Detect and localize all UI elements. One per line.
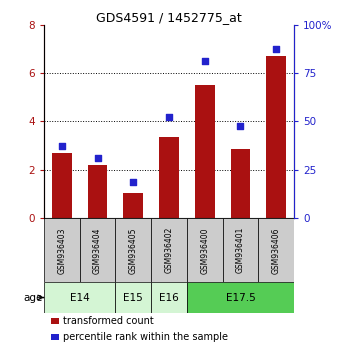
Bar (187, 218, 223, 282)
Bar (151, 282, 187, 313)
Bar (44, 218, 80, 282)
Point (273, 46, 279, 52)
Text: GSM936406: GSM936406 (272, 227, 281, 274)
Bar (51, 333, 59, 340)
Text: E15: E15 (123, 292, 143, 303)
Text: transformed count: transformed count (63, 316, 153, 326)
Bar (115, 282, 151, 313)
Text: GSM936400: GSM936400 (200, 227, 209, 274)
Text: GSM936403: GSM936403 (57, 227, 66, 274)
Text: GSM936402: GSM936402 (165, 227, 173, 274)
Bar (266, 56, 286, 218)
Bar (195, 85, 215, 218)
Point (166, 114, 172, 119)
Point (202, 58, 208, 64)
Bar (151, 218, 187, 282)
Text: E16: E16 (159, 292, 179, 303)
Text: percentile rank within the sample: percentile rank within the sample (63, 332, 228, 342)
Point (59, 143, 65, 148)
Bar (258, 218, 294, 282)
Text: GSM936405: GSM936405 (129, 227, 138, 274)
Bar (52, 153, 72, 218)
Text: age: age (24, 292, 43, 303)
Text: E17.5: E17.5 (225, 292, 255, 303)
Text: GSM936404: GSM936404 (93, 227, 102, 274)
Title: GDS4591 / 1452775_at: GDS4591 / 1452775_at (96, 11, 242, 24)
Bar (159, 137, 179, 218)
Bar (123, 193, 143, 218)
Point (238, 124, 243, 129)
Bar (88, 165, 107, 218)
Bar (115, 218, 151, 282)
Point (130, 179, 136, 185)
Bar (187, 282, 294, 313)
Bar (44, 282, 115, 313)
Bar (223, 218, 258, 282)
Text: GSM936401: GSM936401 (236, 227, 245, 274)
Bar (231, 149, 250, 218)
Bar (80, 218, 115, 282)
Text: E14: E14 (70, 292, 90, 303)
Bar (51, 318, 59, 324)
Point (95, 155, 100, 160)
